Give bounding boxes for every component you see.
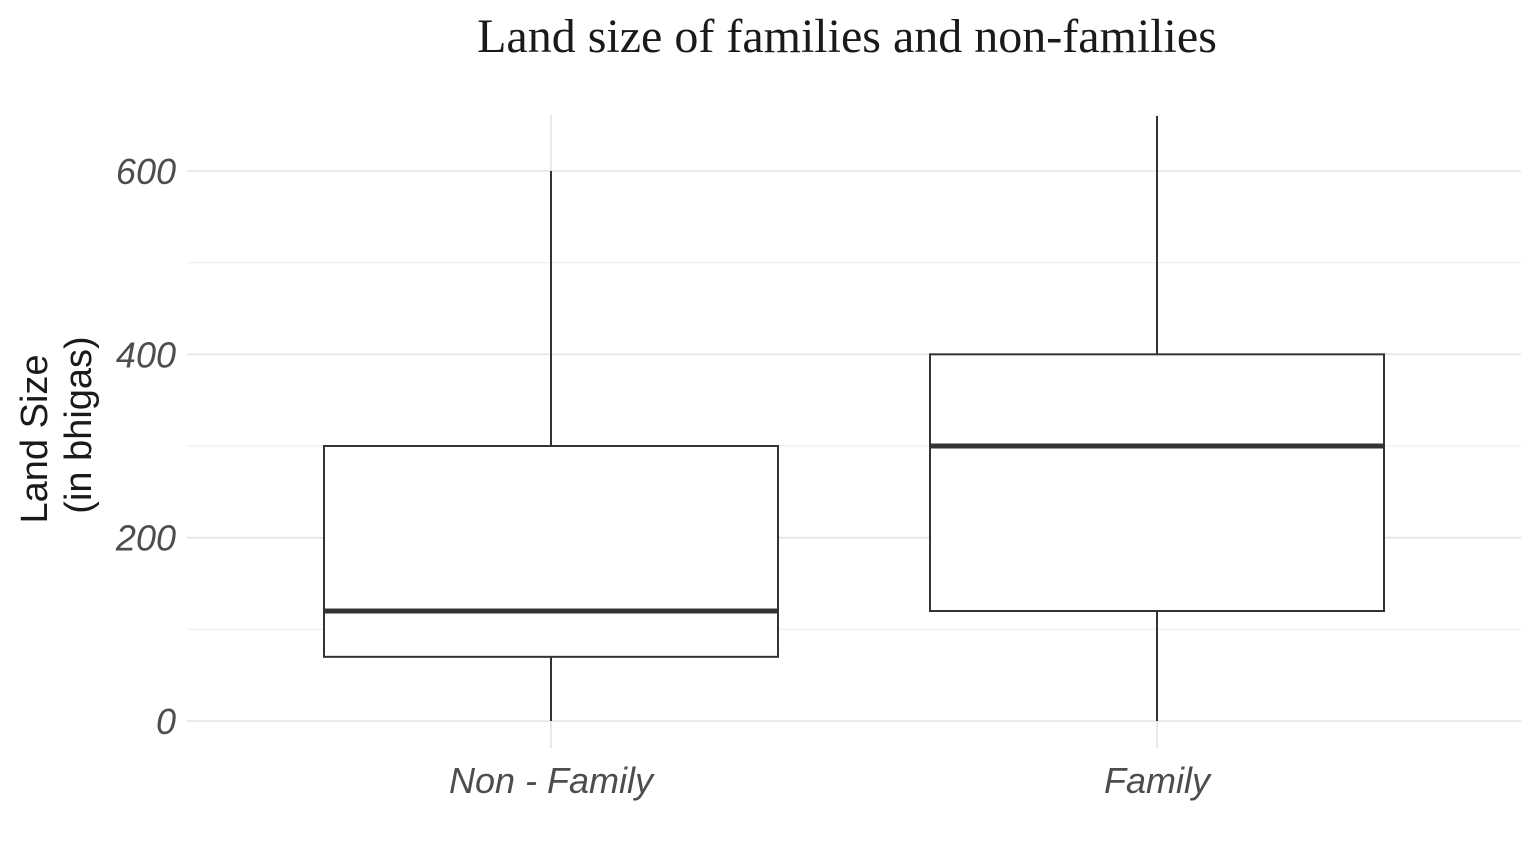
box-body	[323, 445, 779, 658]
y-axis-label-line-1: Land Size	[14, 354, 56, 523]
y-axis-ticks: 0 200 400 600	[115, 151, 176, 742]
x-axis-ticks: Non - Family Family	[449, 760, 1212, 801]
x-tick-label: Non - Family	[449, 760, 655, 801]
y-tick-label: 0	[156, 701, 176, 742]
box-series	[323, 116, 1385, 721]
y-tick-label: 400	[116, 334, 176, 375]
box-family	[929, 116, 1385, 721]
box-body	[929, 353, 1385, 612]
y-axis-label-line-2: (in bhigas)	[58, 336, 100, 513]
x-tick-label: Family	[1104, 760, 1212, 801]
y-tick-label: 200	[115, 518, 176, 559]
chart-title: Land size of families and non-families	[477, 10, 1217, 63]
y-tick-label: 600	[116, 151, 176, 192]
box-non-family	[323, 171, 779, 721]
